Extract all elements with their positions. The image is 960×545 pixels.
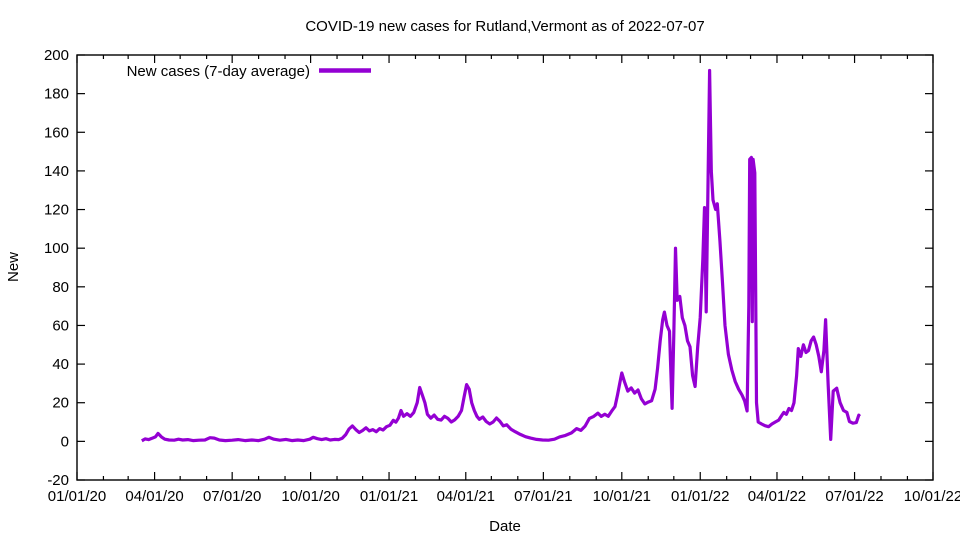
svg-text:80: 80 [52, 279, 69, 296]
svg-text:160: 160 [44, 124, 69, 141]
svg-text:10/01/20: 10/01/20 [281, 488, 339, 505]
svg-text:04/01/20: 04/01/20 [125, 488, 183, 505]
axis-tick-labels: 01/01/20 04/01/20 07/01/20 10/01/20 01/01/21… [44, 47, 960, 505]
chart-title: COVID-19 new cases for Rutland,Vermont a… [305, 18, 704, 35]
svg-text:-20: -20 [47, 472, 69, 489]
svg-text:180: 180 [44, 86, 69, 103]
y-axis-label: New [5, 252, 22, 282]
series-line-new-cases [141, 68, 861, 443]
legend-label: New cases (7-day average) [127, 63, 310, 80]
svg-text:07/01/21: 07/01/21 [514, 488, 572, 505]
svg-text:40: 40 [52, 356, 69, 373]
svg-text:01/01/21: 01/01/21 [360, 488, 418, 505]
axis-ticks [76, 54, 934, 481]
svg-text:07/01/20: 07/01/20 [203, 488, 261, 505]
svg-text:01/01/22: 01/01/22 [671, 488, 729, 505]
svg-text:10/01/21: 10/01/21 [593, 488, 651, 505]
svg-text:04/01/22: 04/01/22 [748, 488, 806, 505]
svg-text:07/01/22: 07/01/22 [825, 488, 883, 505]
svg-text:200: 200 [44, 47, 69, 64]
svg-text:120: 120 [44, 202, 69, 219]
svg-text:01/01/20: 01/01/20 [48, 488, 106, 505]
svg-text:0: 0 [61, 433, 69, 450]
x-axis-label: Date [489, 518, 521, 535]
svg-text:60: 60 [52, 317, 69, 334]
plot-border [76, 54, 934, 481]
legend: New cases (7-day average) [127, 63, 371, 80]
svg-text:100: 100 [44, 240, 69, 257]
svg-text:20: 20 [52, 395, 69, 412]
svg-text:04/01/21: 04/01/21 [437, 488, 495, 505]
svg-text:140: 140 [44, 163, 69, 180]
svg-text:10/01/22: 10/01/22 [904, 488, 960, 505]
